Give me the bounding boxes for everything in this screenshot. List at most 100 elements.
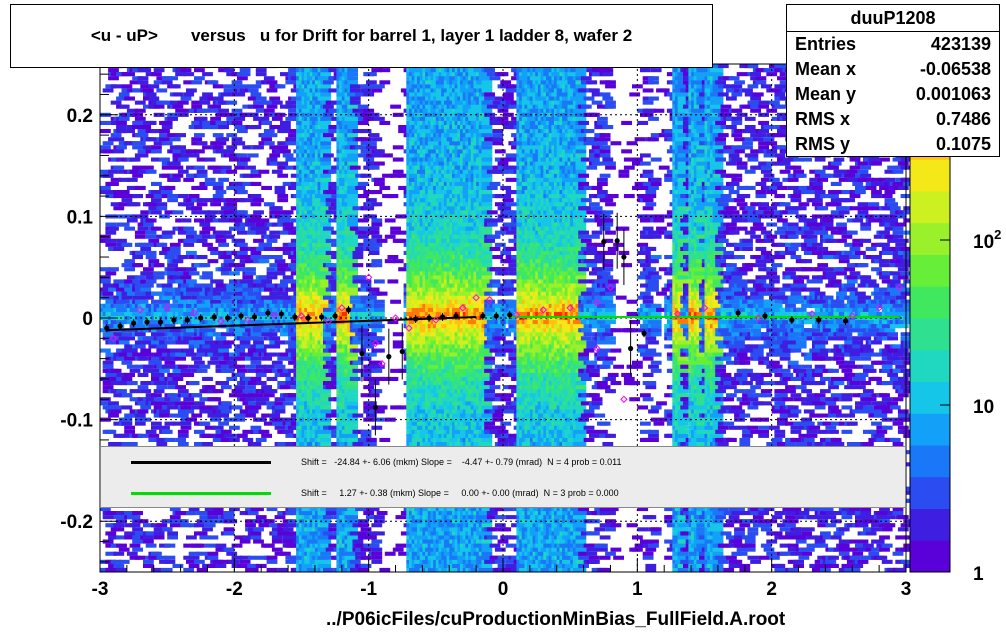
- heatmap-cell: [255, 222, 267, 227]
- heatmap-cell: [274, 340, 286, 345]
- heatmap-cell: [140, 307, 152, 312]
- heatmap-cell: [320, 108, 332, 113]
- heatmap-cell: [253, 210, 264, 215]
- heatmap-cell: [183, 397, 195, 402]
- heatmap-cell: [183, 311, 195, 316]
- heatmap-cell: [118, 104, 130, 109]
- heatmap-cell: [108, 76, 119, 81]
- heatmap-cell: [347, 222, 358, 227]
- heatmap-cell: [151, 425, 162, 430]
- heatmap-cell: [191, 137, 203, 142]
- heatmap-cell: [360, 283, 372, 288]
- heatmap-cell: [347, 551, 358, 556]
- heatmap-cell: [148, 259, 160, 264]
- heatmap-cell: [325, 413, 337, 418]
- heatmap-cell: [121, 332, 133, 337]
- heatmap-cell: [347, 125, 358, 130]
- heatmap-cell: [234, 332, 246, 337]
- heatmap-cell: [263, 100, 275, 105]
- heatmap-cell: [250, 442, 262, 447]
- heatmap-cell: [116, 543, 127, 548]
- heatmap-cell: [320, 84, 332, 89]
- heatmap-cell: [199, 222, 211, 227]
- heatmap-cell: [194, 523, 205, 528]
- heatmap-cell: [285, 157, 297, 162]
- heatmap-cell: [320, 246, 332, 251]
- heatmap-cell: [363, 116, 375, 121]
- heatmap-cell: [180, 295, 192, 300]
- heatmap-cell: [398, 129, 409, 134]
- heatmap-cell: [392, 259, 404, 264]
- heatmap-cell: [172, 92, 184, 97]
- heatmap-cell: [137, 149, 149, 154]
- heatmap-cell: [134, 324, 146, 329]
- heatmap-cell: [255, 348, 267, 353]
- heatmap-cell: [266, 389, 278, 394]
- heatmap-cell: [288, 137, 299, 142]
- heatmap-cell: [137, 133, 149, 138]
- heatmap-cell: [347, 190, 358, 195]
- heatmap-cell: [215, 234, 227, 239]
- heatmap-cell: [159, 368, 170, 373]
- heatmap-cell: [180, 405, 192, 410]
- heatmap-cell: [371, 328, 383, 333]
- heatmap-cell: [320, 511, 332, 516]
- heatmap-cell: [347, 218, 358, 223]
- heatmap-cell: [194, 68, 205, 73]
- heatmap-cell: [325, 385, 337, 390]
- heatmap-cell: [355, 303, 366, 308]
- heatmap-cell: [194, 287, 205, 292]
- heatmap-cell: [349, 88, 361, 93]
- heatmap-cell: [220, 409, 232, 414]
- heatmap-cell: [191, 413, 203, 418]
- heatmap-cell: [347, 381, 358, 386]
- heatmap-cell: [194, 133, 205, 138]
- heatmap-cell: [395, 543, 407, 548]
- heatmap-cell: [271, 547, 283, 552]
- heatmap-cell: [186, 352, 197, 357]
- heatmap-cell: [382, 173, 393, 178]
- heatmap-cell: [363, 409, 375, 414]
- heatmap-cell: [220, 437, 232, 442]
- heatmap-cell: [323, 133, 334, 138]
- heatmap-cell: [204, 181, 216, 186]
- heatmap-cell: [266, 267, 278, 272]
- heatmap-cell: [242, 535, 254, 540]
- heatmap-cell: [234, 328, 246, 333]
- heatmap-cell: [263, 324, 275, 329]
- heatmap-cell: [277, 165, 289, 170]
- heatmap-cell: [328, 218, 340, 223]
- heatmap-cell: [124, 226, 135, 231]
- heatmap-cell: [218, 413, 229, 418]
- heatmap-cell: [172, 210, 184, 215]
- heatmap-cell: [384, 218, 396, 223]
- heatmap-cell: [352, 129, 364, 134]
- heatmap-cell: [116, 567, 127, 572]
- heatmap-cell: [167, 271, 178, 276]
- heatmap-cell: [196, 141, 208, 146]
- heatmap-cell: [140, 348, 152, 353]
- heatmap-cell: [349, 84, 361, 89]
- heatmap-cell: [320, 527, 332, 532]
- heatmap-cell: [261, 120, 272, 125]
- heatmap-cell: [269, 125, 281, 130]
- heatmap-cell: [253, 100, 264, 105]
- heatmap-cell: [366, 442, 377, 447]
- heatmap-cell: [277, 263, 289, 268]
- heatmap-cell: [204, 433, 216, 438]
- heatmap-cell: [218, 108, 229, 113]
- heatmap-cell: [280, 120, 291, 125]
- heatmap-cell: [263, 141, 275, 146]
- heatmap-cell: [164, 210, 176, 215]
- heatmap-cell: [113, 246, 125, 251]
- heatmap-cell: [183, 72, 195, 77]
- heatmap-cell: [220, 267, 232, 272]
- heatmap-cell: [371, 234, 383, 239]
- heatmap-cell: [207, 210, 219, 215]
- heatmap-cell: [226, 198, 238, 203]
- heatmap-cell: [175, 279, 186, 284]
- heatmap-cell: [215, 120, 227, 125]
- heatmap-cell: [105, 230, 117, 235]
- heatmap-cell: [145, 137, 157, 142]
- heatmap-cell: [390, 368, 401, 373]
